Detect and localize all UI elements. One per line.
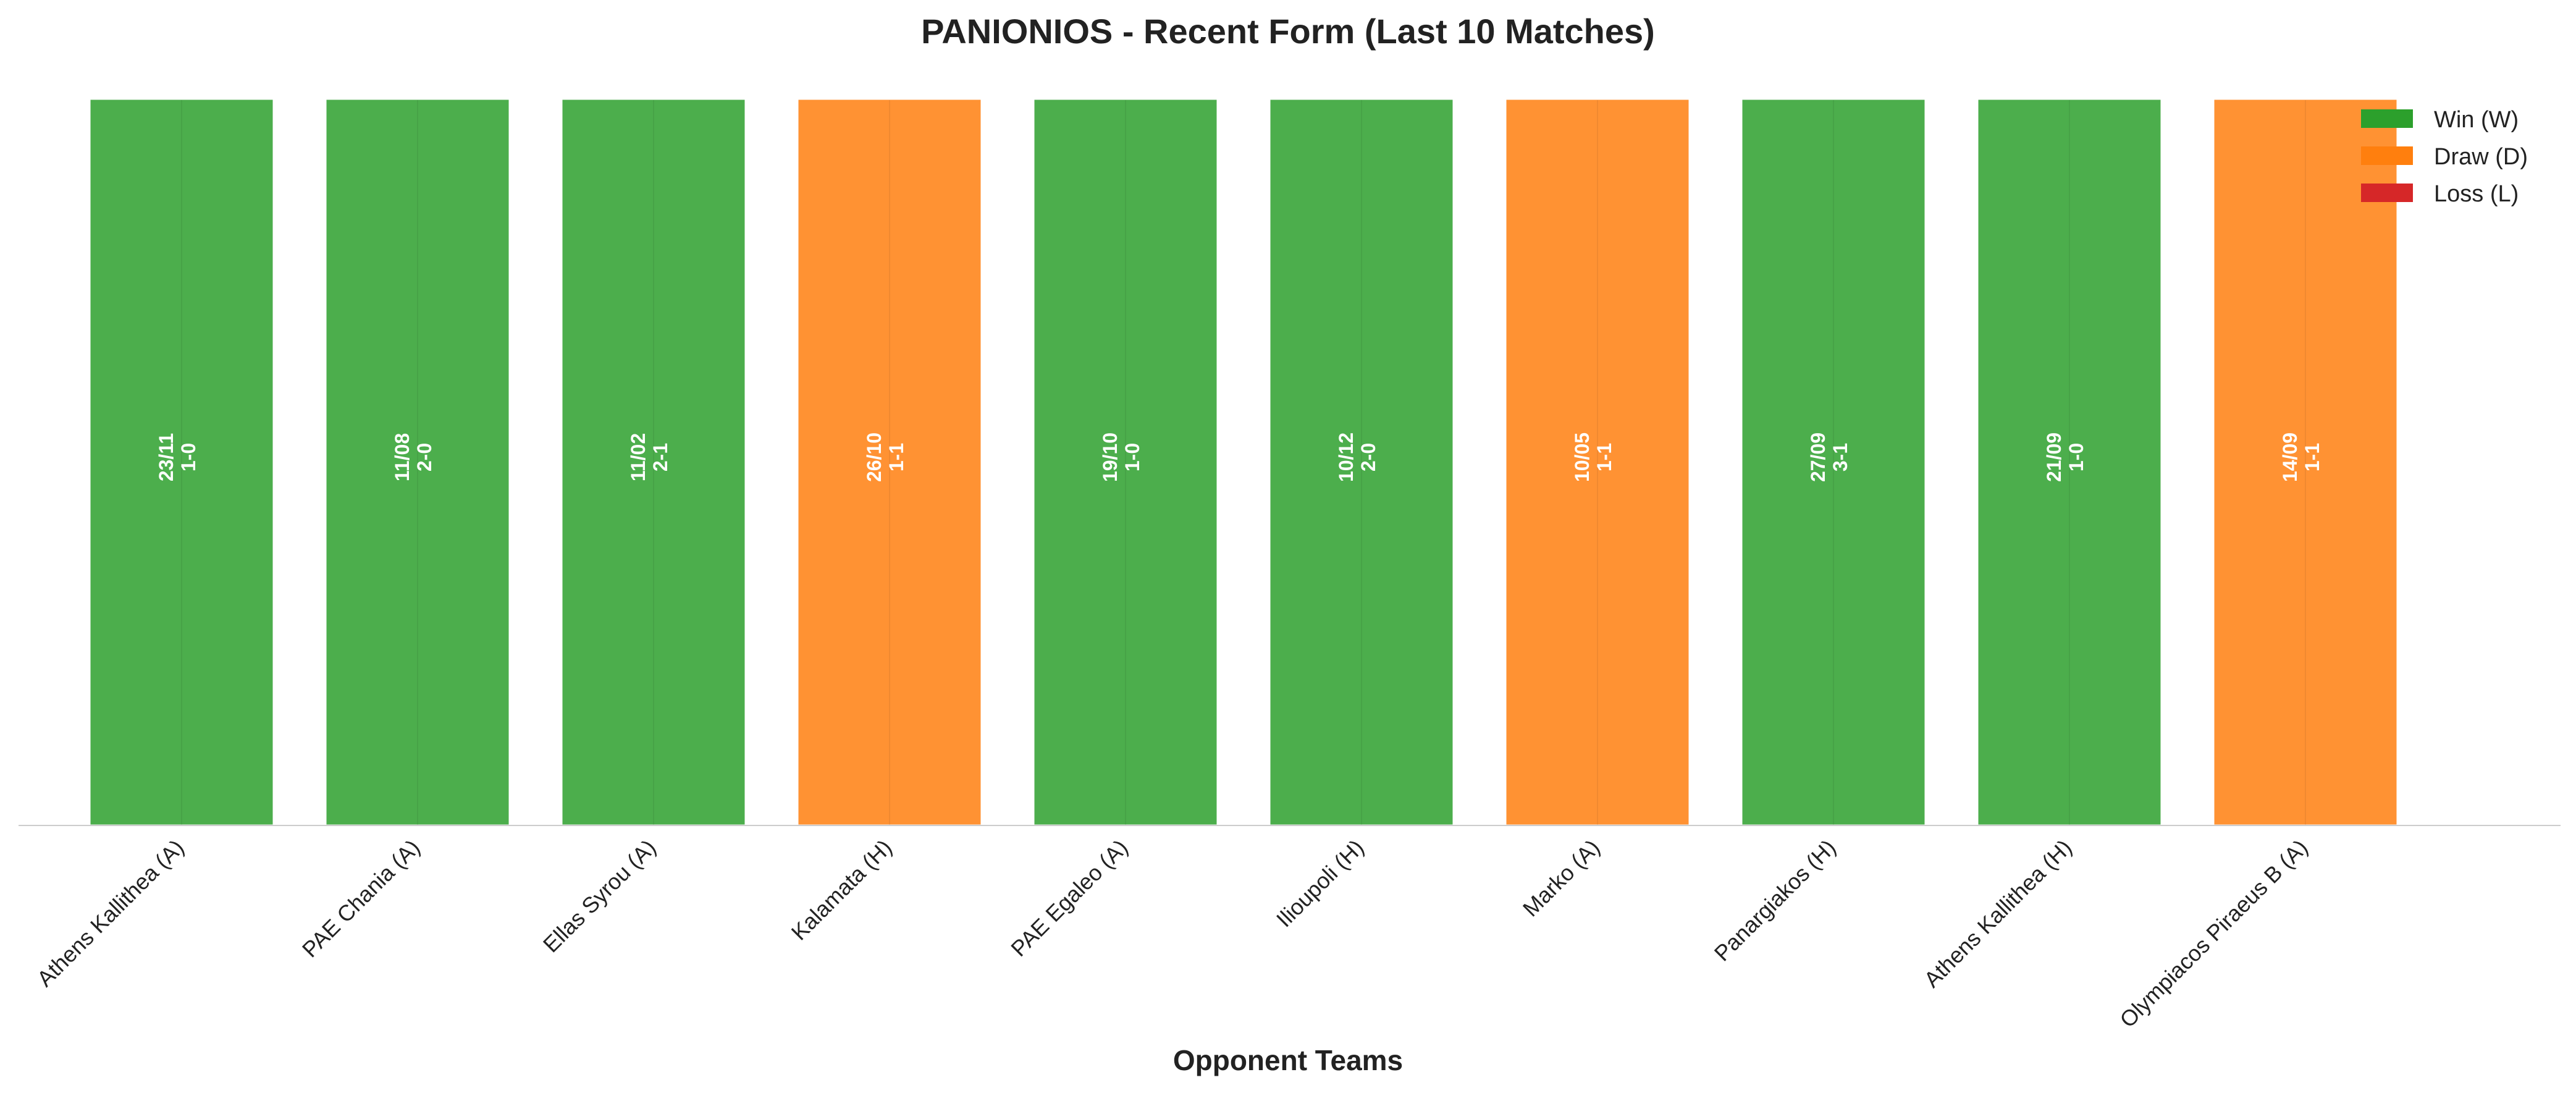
- bar-2: [324, 98, 511, 827]
- bar-score-label: 1-1: [1593, 443, 1615, 471]
- bar-date-label: 26/10: [863, 433, 885, 482]
- bar-1: [88, 98, 275, 827]
- bar-score-label: 3-1: [1829, 443, 1851, 471]
- bar-date-label: 10/05: [1571, 433, 1593, 482]
- x-tick-label: Ilioupoli (H): [1271, 835, 1369, 932]
- x-tick-label: Olympiacos Piraeus B (A): [2115, 835, 2312, 1032]
- bar-date-label: 23/11: [155, 433, 177, 481]
- bar-score-label: 1-0: [177, 443, 200, 471]
- x-tick-label: Kalamata (H): [786, 835, 897, 945]
- x-axis-label: Opponent Teams: [1173, 1044, 1403, 1076]
- legend: Win (W) Draw (D) Loss (L): [2361, 107, 2528, 207]
- bar-score-label: 1-0: [2065, 443, 2087, 471]
- chart-title: PANIONIOS - Recent Form (Last 10 Matches…: [921, 12, 1655, 51]
- x-tick-label: Athens Kallithea (A): [32, 835, 189, 992]
- x-tick-labels: Athens Kallithea (A) PAE Chania (A) Ellas …: [32, 835, 2313, 1032]
- bar-date-label: 11/02: [627, 433, 649, 481]
- x-tick-label: PAE Chania (A): [297, 835, 425, 963]
- legend-swatch-l: [2361, 184, 2413, 202]
- legend-label-d: Draw (D): [2434, 144, 2528, 170]
- bar-date-label: 10/12: [1335, 433, 1357, 482]
- legend-label-l: Loss (L): [2434, 181, 2519, 207]
- bar-score-label: 2-0: [1357, 443, 1379, 471]
- bar-score-label: 1-1: [885, 443, 907, 471]
- bar-3: [560, 98, 747, 827]
- bar-score-label: 1-1: [2301, 443, 2323, 471]
- bar-date-label: 21/09: [2043, 433, 2065, 482]
- bar-7: [1504, 98, 1691, 827]
- legend-label-w: Win (W): [2434, 107, 2519, 133]
- bar-date-label: 11/08: [391, 433, 413, 481]
- x-tick-label: PAE Egaleo (A): [1006, 835, 1132, 961]
- bar-8: [1740, 98, 1927, 827]
- legend-swatch-d: [2361, 146, 2413, 165]
- x-tick-label: Ellas Syrou (A): [538, 835, 661, 958]
- bar-4: [796, 98, 983, 827]
- bars-group: 23/11 1-0 11/08 2-0 11/02 2-1 26/10 1-1 19/10 1-0…: [88, 98, 2399, 827]
- x-tick-label: Panargiakos (H): [1709, 835, 1841, 966]
- bar-score-label: 1-0: [1121, 443, 1143, 471]
- x-tick-label: Athens Kallithea (H): [1919, 835, 2076, 992]
- bar-6: [1268, 98, 1455, 827]
- bar-date-label: 19/10: [1099, 433, 1121, 482]
- bar-date-label: 14/09: [2279, 433, 2301, 482]
- bar-10: [2212, 98, 2399, 827]
- bar-date-label: 27/09: [1807, 433, 1829, 482]
- legend-swatch-w: [2361, 109, 2413, 128]
- bar-score-label: 2-0: [413, 443, 436, 471]
- bar-score-label: 2-1: [649, 443, 671, 471]
- x-tick-label: Marko (A): [1518, 835, 1605, 922]
- bar-5: [1032, 98, 1219, 827]
